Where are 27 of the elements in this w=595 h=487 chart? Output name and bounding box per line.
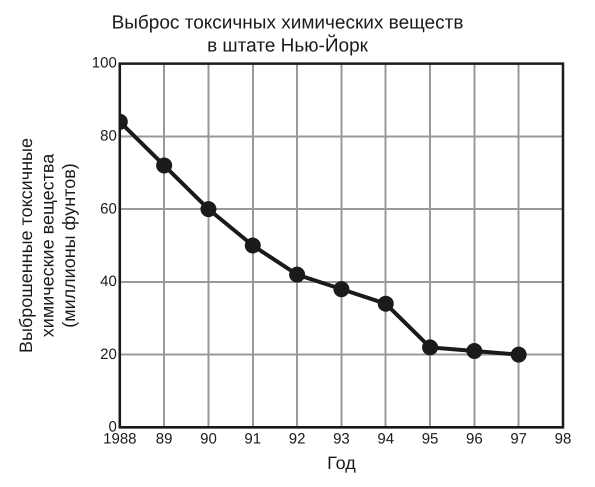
x-axis-title: Год xyxy=(327,453,356,474)
y-tick-label: 80 xyxy=(100,128,117,144)
x-tick-label: 90 xyxy=(200,430,217,448)
x-tick-label: 91 xyxy=(244,430,262,448)
x-tick-label: 95 xyxy=(422,430,438,448)
point xyxy=(156,157,172,174)
chart-title: Выброс токсичных химических веществ в штате Нью-Йорк xyxy=(112,12,464,56)
y-axis-title: Выброшенные токсичные химические вещества (миллионы фунтов) xyxy=(16,138,79,354)
x-tick-label: 93 xyxy=(333,430,350,448)
x-tick-label: 94 xyxy=(377,430,394,448)
point xyxy=(378,296,394,312)
x-tick-label: 98 xyxy=(554,430,572,448)
point xyxy=(466,343,482,359)
y-tick-label: 60 xyxy=(100,200,117,218)
x-tick-label: 92 xyxy=(288,430,306,448)
y-tick-label: 40 xyxy=(100,273,117,290)
y-tick-label: 100 xyxy=(92,54,117,72)
point xyxy=(244,238,261,254)
point xyxy=(422,339,438,356)
y-tick-label: 20 xyxy=(100,346,117,363)
x-tick-label: 97 xyxy=(510,430,528,448)
point xyxy=(510,346,527,363)
x-tick-label: 96 xyxy=(466,430,483,448)
point xyxy=(200,201,216,218)
point xyxy=(333,281,350,298)
point xyxy=(289,266,306,283)
x-tick-label: 89 xyxy=(156,430,172,448)
